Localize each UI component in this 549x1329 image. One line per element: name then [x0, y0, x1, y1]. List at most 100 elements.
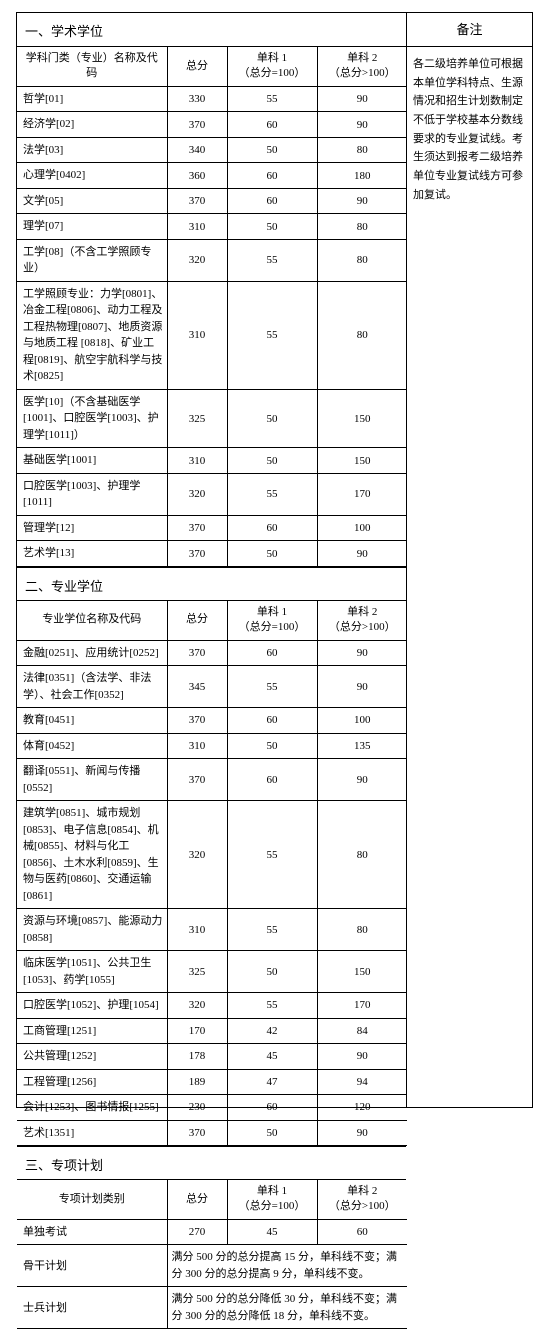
section3-table: 专项计划类别 总分 单科 1 （总分=100） 单科 2 （总分>100） 单独…	[17, 1180, 407, 1329]
table-row: 口腔医学[1052]、护理[1054]32055170	[17, 993, 407, 1019]
row-name: 翻译[0551]、新闻与传播[0552]	[17, 759, 167, 801]
row-total: 370	[167, 640, 227, 666]
row-s2: 180	[317, 163, 407, 189]
row-name: 工学[08]（不含工学照顾专业）	[17, 239, 167, 281]
row-s2: 150	[317, 389, 407, 448]
table-row: 艺术[1351]3705090	[17, 1120, 407, 1146]
table-row: 法律[0351]（含法学、非法学）、社会工作[0352]3455590	[17, 666, 407, 708]
outer-frame: 一、学术学位 学科门类（专业）名称及代码 总分 单科 1 （总分=100） 单科…	[16, 12, 533, 1108]
row-s2: 90	[317, 112, 407, 138]
row-name: 工程管理[1256]	[17, 1069, 167, 1095]
row-total: 360	[167, 163, 227, 189]
row-note: 满分 500 分的总分降低 30 分，单科线不变；满分 300 分的总分降低 1…	[167, 1287, 407, 1329]
row-s1: 55	[227, 801, 317, 909]
table-row: 工学照顾专业：力学[0801]、冶金工程[0806]、动力工程及工程热物理[08…	[17, 281, 407, 389]
table-row: 法学[03]3405080	[17, 137, 407, 163]
row-s2: 90	[317, 1120, 407, 1146]
row-total: 345	[167, 666, 227, 708]
row-name: 金融[0251]、应用统计[0252]	[17, 640, 167, 666]
row-total: 310	[167, 448, 227, 474]
row-name: 心理学[0402]	[17, 163, 167, 189]
section3-header-row: 专项计划类别 总分 单科 1 （总分=100） 单科 2 （总分>100）	[17, 1180, 407, 1219]
page-root: 一、学术学位 学科门类（专业）名称及代码 总分 单科 1 （总分=100） 单科…	[0, 0, 549, 1120]
row-s1: 55	[227, 909, 317, 951]
table-row: 公共管理[1252]1784590	[17, 1044, 407, 1070]
row-s2: 94	[317, 1069, 407, 1095]
row-name: 会计[1253]、图书情报[1255]	[17, 1095, 167, 1121]
row-name: 管理学[12]	[17, 515, 167, 541]
table-row: 体育[0452]31050135	[17, 733, 407, 759]
row-s1: 60	[227, 640, 317, 666]
col-s2: 单科 2 （总分>100）	[317, 47, 407, 86]
row-s1: 50	[227, 733, 317, 759]
row-s1: 50	[227, 541, 317, 567]
row-s1: 55	[227, 993, 317, 1019]
table-row: 金融[0251]、应用统计[0252]3706090	[17, 640, 407, 666]
row-s1: 50	[227, 137, 317, 163]
row-total: 370	[167, 188, 227, 214]
table-row: 工学[08]（不含工学照顾专业）3205580	[17, 239, 407, 281]
row-s1: 60	[227, 188, 317, 214]
row-s1: 55	[227, 281, 317, 389]
col-total: 总分	[167, 1180, 227, 1219]
row-total: 330	[167, 86, 227, 112]
row-name: 工学照顾专业：力学[0801]、冶金工程[0806]、动力工程及工程热物理[08…	[17, 281, 167, 389]
row-name: 医学[10]（不含基础医学[1001]、口腔医学[1003]、护理学[1011]…	[17, 389, 167, 448]
row-name: 艺术[1351]	[17, 1120, 167, 1146]
row-total: 370	[167, 708, 227, 734]
row-s2: 170	[317, 473, 407, 515]
row-name: 骨干计划	[17, 1245, 167, 1287]
col-s1: 单科 1 （总分=100）	[227, 601, 317, 640]
row-name: 工商管理[1251]	[17, 1018, 167, 1044]
row-s2: 80	[317, 214, 407, 240]
row-name: 公共管理[1252]	[17, 1044, 167, 1070]
table-row: 哲学[01]3305590	[17, 86, 407, 112]
row-name: 临床医学[1051]、公共卫生[1053]、药学[1055]	[17, 951, 167, 993]
remark-body: 各二级培养单位可根据本单位学科特点、生源情况和招生计划数制定不低于学校基本分数线…	[407, 47, 532, 1107]
row-name: 口腔医学[1052]、护理[1054]	[17, 993, 167, 1019]
row-total: 189	[167, 1069, 227, 1095]
row-s2: 80	[317, 909, 407, 951]
row-s1: 60	[227, 1095, 317, 1121]
row-total: 320	[167, 239, 227, 281]
row-total: 370	[167, 541, 227, 567]
row-s1: 50	[227, 448, 317, 474]
section2-header-row: 专业学位名称及代码 总分 单科 1 （总分=100） 单科 2 （总分>100）	[17, 601, 407, 640]
row-s1: 55	[227, 86, 317, 112]
row-s2: 100	[317, 708, 407, 734]
row-name: 文学[05]	[17, 188, 167, 214]
col-name: 学科门类（专业）名称及代码	[17, 47, 167, 86]
table-row: 会计[1253]、图书情报[1255]23060120	[17, 1095, 407, 1121]
row-name: 建筑学[0851]、城市规划[0853]、电子信息[0854]、机械[0855]…	[17, 801, 167, 909]
row-s2: 80	[317, 801, 407, 909]
row-s1: 50	[227, 1120, 317, 1146]
row-name: 口腔医学[1003]、护理学[1011]	[17, 473, 167, 515]
row-total: 340	[167, 137, 227, 163]
row-name: 法律[0351]（含法学、非法学）、社会工作[0352]	[17, 666, 167, 708]
row-total: 310	[167, 214, 227, 240]
row-s1: 60	[227, 759, 317, 801]
row-s1: 55	[227, 239, 317, 281]
row-total: 370	[167, 1120, 227, 1146]
row-name: 资源与环境[0857]、能源动力[0858]	[17, 909, 167, 951]
table-row: 文学[05]3706090	[17, 188, 407, 214]
col-s1: 单科 1 （总分=100）	[227, 1180, 317, 1219]
row-s1: 60	[227, 112, 317, 138]
table-row: 工商管理[1251]1704284	[17, 1018, 407, 1044]
row-total: 320	[167, 801, 227, 909]
row-total: 370	[167, 112, 227, 138]
table-row: 医学[10]（不含基础医学[1001]、口腔医学[1003]、护理学[1011]…	[17, 389, 407, 448]
row-name: 哲学[01]	[17, 86, 167, 112]
table-row: 资源与环境[0857]、能源动力[0858]3105580	[17, 909, 407, 951]
row-s2: 150	[317, 951, 407, 993]
row-s1: 55	[227, 473, 317, 515]
table-row: 骨干计划满分 500 分的总分提高 15 分，单科线不变；满分 300 分的总分…	[17, 1245, 407, 1287]
row-s1: 42	[227, 1018, 317, 1044]
row-name: 经济学[02]	[17, 112, 167, 138]
table-row: 基础医学[1001]31050150	[17, 448, 407, 474]
row-total: 230	[167, 1095, 227, 1121]
row-s1: 47	[227, 1069, 317, 1095]
row-name: 教育[0451]	[17, 708, 167, 734]
table-row: 工程管理[1256]1894794	[17, 1069, 407, 1095]
row-name: 理学[07]	[17, 214, 167, 240]
